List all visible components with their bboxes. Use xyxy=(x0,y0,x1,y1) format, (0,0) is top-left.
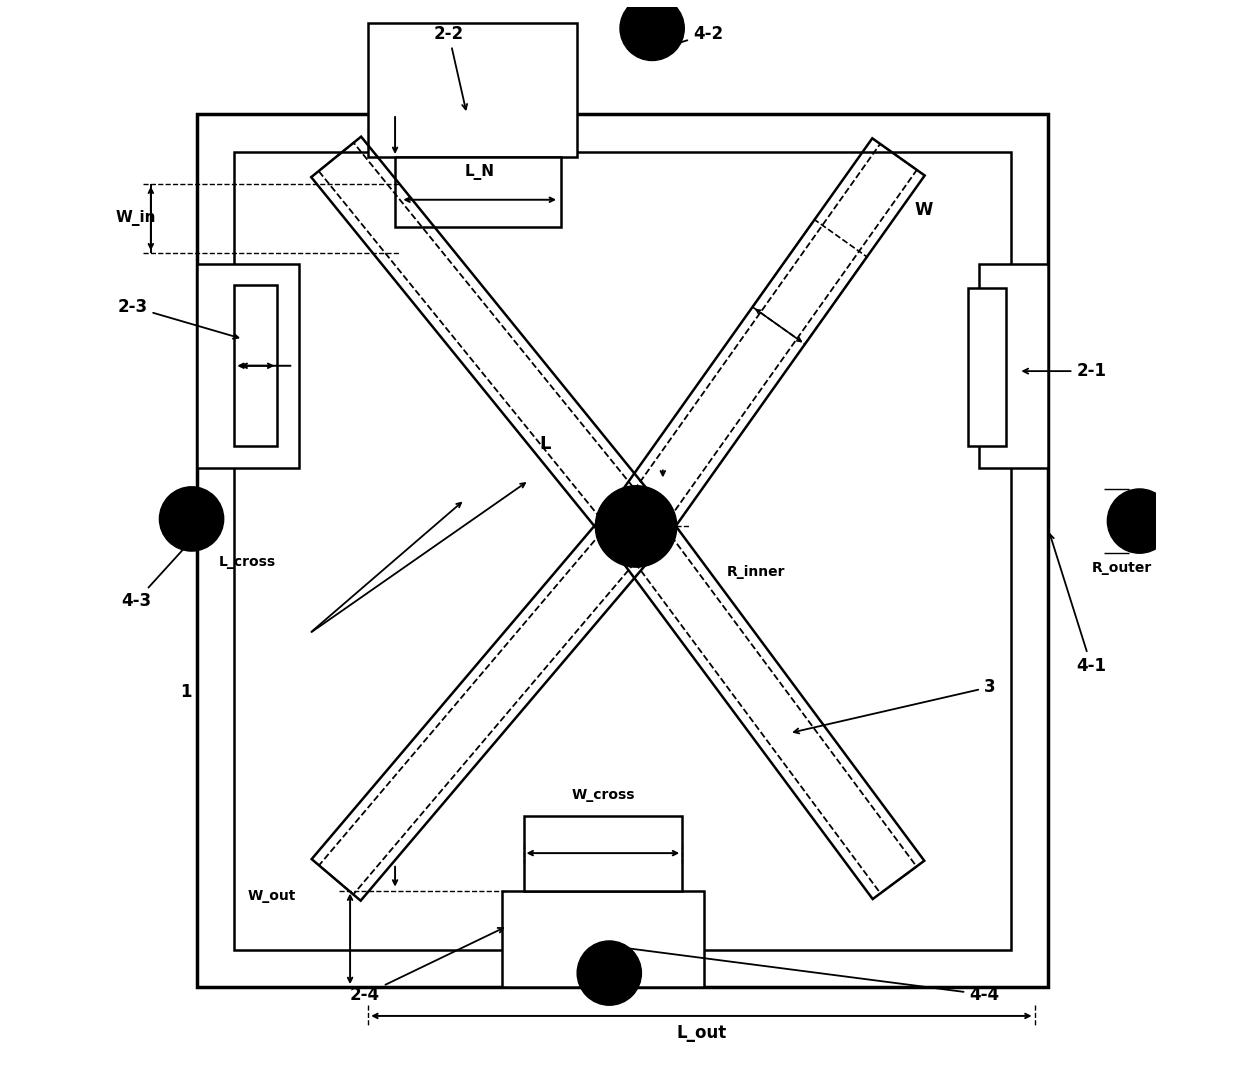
Text: 4-4: 4-4 xyxy=(618,945,999,1004)
Bar xyxy=(197,264,299,468)
Bar xyxy=(234,285,278,446)
Bar xyxy=(197,114,1049,987)
Bar xyxy=(978,264,1049,468)
Text: W: W xyxy=(915,202,932,219)
Text: 4-2: 4-2 xyxy=(662,25,723,49)
Circle shape xyxy=(620,0,684,61)
Text: L_out: L_out xyxy=(676,1024,727,1043)
Text: R_outer: R_outer xyxy=(1091,561,1152,575)
Circle shape xyxy=(160,487,223,551)
Text: L_cross: L_cross xyxy=(218,554,275,569)
Bar xyxy=(396,157,560,227)
Text: 2-4: 2-4 xyxy=(350,928,503,1004)
Text: 2-1: 2-1 xyxy=(1023,362,1106,380)
Text: W_in: W_in xyxy=(115,210,156,227)
Bar xyxy=(502,891,703,987)
Bar xyxy=(523,816,682,891)
Text: 3: 3 xyxy=(794,678,996,733)
Circle shape xyxy=(1107,489,1172,553)
Text: W_cross: W_cross xyxy=(572,788,635,802)
Text: W_out: W_out xyxy=(248,889,296,903)
Circle shape xyxy=(595,486,677,567)
Text: 2-3: 2-3 xyxy=(118,298,238,339)
Bar xyxy=(368,23,577,157)
Text: R_inner: R_inner xyxy=(727,565,786,579)
Text: L: L xyxy=(539,435,551,452)
Text: L_N: L_N xyxy=(465,165,495,180)
Bar xyxy=(968,288,1006,446)
Text: 1: 1 xyxy=(181,684,192,702)
Text: 2-2: 2-2 xyxy=(434,25,467,110)
Text: 4-3: 4-3 xyxy=(120,523,207,611)
Text: 4-1: 4-1 xyxy=(1049,534,1106,675)
Bar xyxy=(234,152,1011,949)
Circle shape xyxy=(577,941,641,1005)
